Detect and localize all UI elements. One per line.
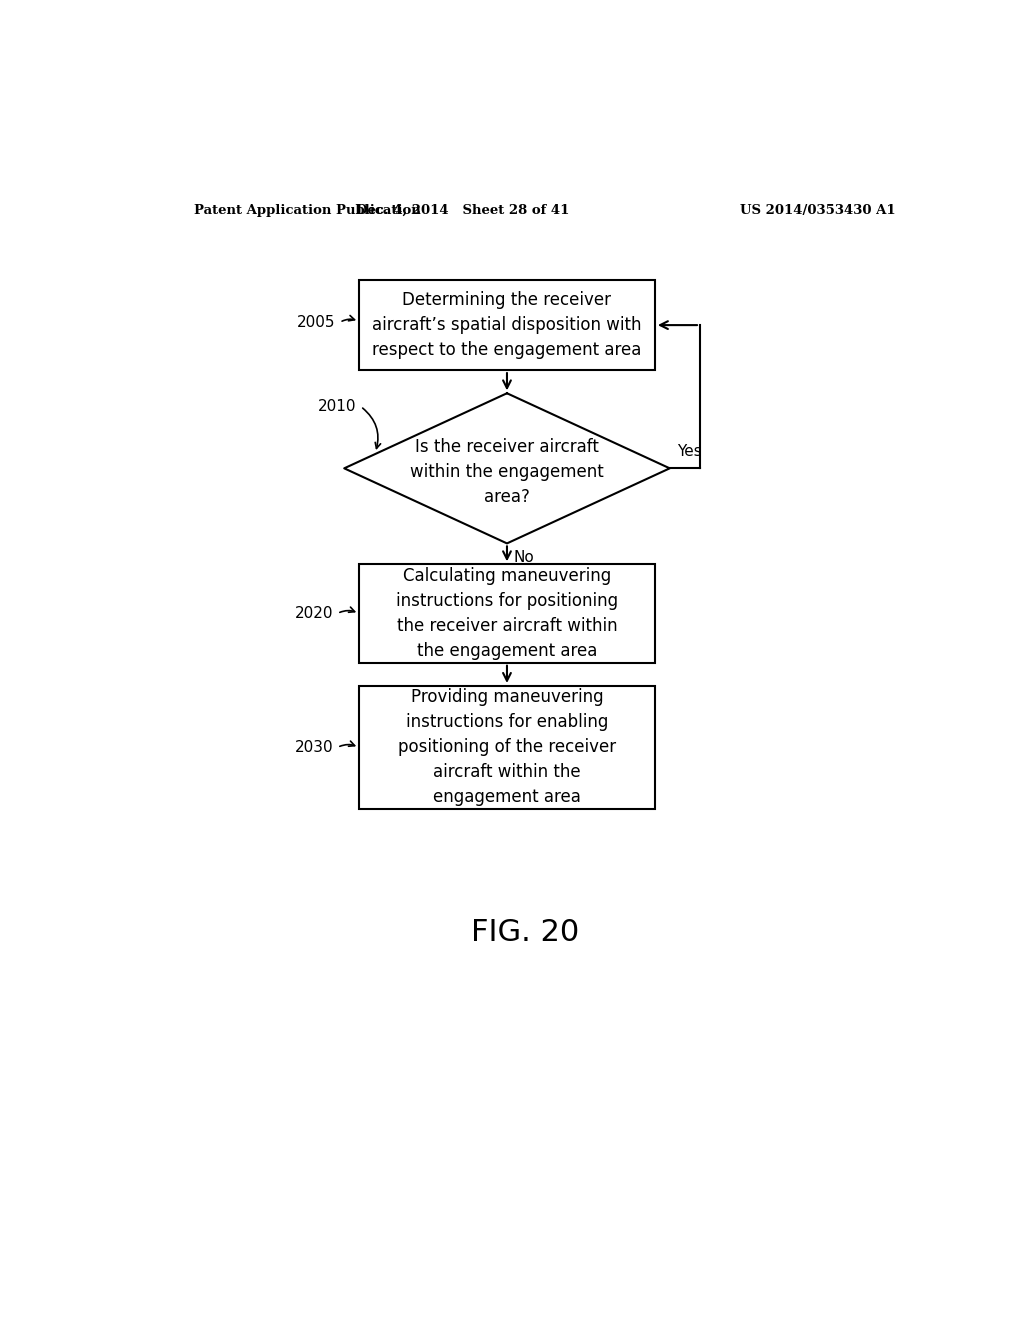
- Text: Dec. 4, 2014   Sheet 28 of 41: Dec. 4, 2014 Sheet 28 of 41: [356, 205, 569, 218]
- Text: Is the receiver aircraft
within the engagement
area?: Is the receiver aircraft within the enga…: [410, 438, 604, 506]
- Bar: [359, 280, 655, 370]
- Text: US 2014/0353430 A1: US 2014/0353430 A1: [740, 205, 896, 218]
- Text: 2010: 2010: [318, 399, 356, 414]
- Text: 2005: 2005: [297, 315, 336, 330]
- Text: Patent Application Publication: Patent Application Publication: [194, 205, 421, 218]
- Bar: [359, 686, 655, 809]
- Text: No: No: [513, 549, 534, 565]
- Text: Calculating maneuvering
instructions for positioning
the receiver aircraft withi: Calculating maneuvering instructions for…: [396, 568, 618, 660]
- Text: 2030: 2030: [295, 741, 334, 755]
- Text: Determining the receiver
aircraftʼs spatial disposition with
respect to the enga: Determining the receiver aircraftʼs spat…: [373, 292, 642, 359]
- Text: 2020: 2020: [295, 606, 334, 620]
- Text: FIG. 20: FIG. 20: [471, 917, 579, 946]
- Text: Yes: Yes: [678, 444, 702, 459]
- Text: Providing maneuvering
instructions for enabling
positioning of the receiver
airc: Providing maneuvering instructions for e…: [398, 689, 616, 807]
- Bar: [359, 564, 655, 663]
